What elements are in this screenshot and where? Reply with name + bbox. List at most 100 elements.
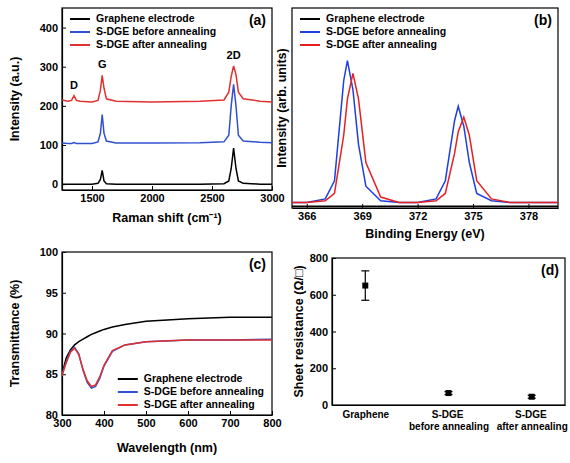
legend-swatch [118,391,138,393]
x-axis-title: Binding Energy (eV) [365,227,484,241]
tick: 90 [46,328,66,340]
tick: 1500 [80,186,104,204]
axis-line [63,415,273,416]
tick-label: 100 [40,139,58,151]
tick: 600 [310,289,336,301]
tick: 400 [40,22,66,34]
panel: GrapheneS-DGE before annealingS-DGE afte… [292,252,567,432]
tick-label: 372 [409,210,427,222]
plot-area [62,66,272,184]
tick: 500 [137,411,155,429]
series-line [62,148,272,184]
tick-mark [230,411,231,415]
series-line [62,340,272,386]
y-axis-title: Intensity (a.u.) [8,57,22,142]
tick-label: 300 [40,61,58,73]
tick-label: 800 [310,252,328,264]
plot-area [292,61,558,206]
tick-label: 95 [46,287,58,299]
plot-frame [332,258,565,405]
tick-label-line: after annealing [497,421,568,432]
tick-mark [332,295,336,296]
annotation: 2D [227,49,241,61]
tick-label: 200 [310,362,328,374]
annotation: G [98,58,107,70]
tick-label: 375 [464,210,482,222]
tick-mark [104,411,105,415]
tick: 800 [310,252,336,264]
tick: Graphene [342,405,389,420]
legend-label: S-DGE before annealing [326,25,446,37]
x-axis: GrapheneS-DGE before annealingS-DGE afte… [333,405,568,432]
legend: Graphene electrodeS-DGE before annealing… [300,12,446,50]
plot-frame [62,8,272,190]
legend-label: S-DGE after annealing [326,38,437,50]
tick: 300 [40,61,66,73]
panel: 15002000250030000100200300400DG2DGraphen… [8,8,284,225]
tick-mark [62,334,66,335]
point [529,394,535,400]
tick: 2000 [140,186,164,204]
tick-label: 700 [221,417,239,429]
tick-label: 2000 [140,192,164,204]
tick: 600 [179,411,197,429]
legend-swatch [300,31,320,33]
tick-mark [272,186,273,190]
tick-mark [62,415,66,416]
panel-label: (c) [249,256,266,272]
tick-mark [272,411,273,415]
series-line [62,317,272,374]
plot-area [62,317,272,388]
legend-item: S-DGE after annealing [118,398,255,410]
tick-label: S-DGE after annealing [497,409,568,432]
panel-label: (d) [541,262,559,278]
legend-item: Graphene electrode [300,12,425,24]
legend-swatch [70,44,90,46]
tick: 200 [310,362,336,374]
point [362,283,368,289]
tick-mark [332,368,336,369]
tick: 800 [263,411,281,429]
tick: 100 [40,139,66,151]
legend-item: S-DGE before annealing [70,25,216,37]
panel-label: (a) [249,12,266,28]
tick-label-line: S-DGE [432,409,466,420]
tick: 0 [322,399,336,411]
plot-frame [292,8,558,208]
x-axis: 366369372375378 [293,204,559,222]
y-axis-title: Intensity (arb. units) [275,48,289,167]
tick-label: 369 [354,210,372,222]
legend-swatch [118,404,138,406]
tick-label: 90 [46,328,58,340]
tick: 2500 [200,186,224,204]
tick-mark [92,186,93,190]
tick-mark [62,67,66,68]
panel: 30040050060070080080859095100Graphene el… [8,246,281,455]
plot-area [361,271,535,400]
legend-swatch [300,18,320,20]
legend-swatch [118,378,138,380]
tick-label: 500 [137,417,155,429]
figure: 15002000250030000100200300400DG2DGraphen… [0,0,570,463]
tick: 200 [40,100,66,112]
tick-label: 400 [310,326,328,338]
series-line [62,84,272,143]
plot-frame [62,252,272,415]
tick: 95 [46,287,66,299]
tick-mark [62,28,66,29]
tick-mark [62,293,66,294]
tick-label: 0 [322,399,328,411]
legend-swatch [70,31,90,33]
tick-label: Graphene [342,409,389,420]
legend-item: S-DGE before annealing [118,385,264,397]
tick-mark [62,145,66,146]
series-line [292,73,558,202]
tick-label: 400 [95,417,113,429]
legend-item: S-DGE after annealing [300,38,437,50]
axis-line [333,405,566,406]
tick-label: 800 [263,417,281,429]
tick: S-DGE before annealing [409,405,489,432]
tick-mark [332,332,336,333]
y-axis-title: Transmittance (%) [8,280,22,388]
tick: 400 [310,326,336,338]
